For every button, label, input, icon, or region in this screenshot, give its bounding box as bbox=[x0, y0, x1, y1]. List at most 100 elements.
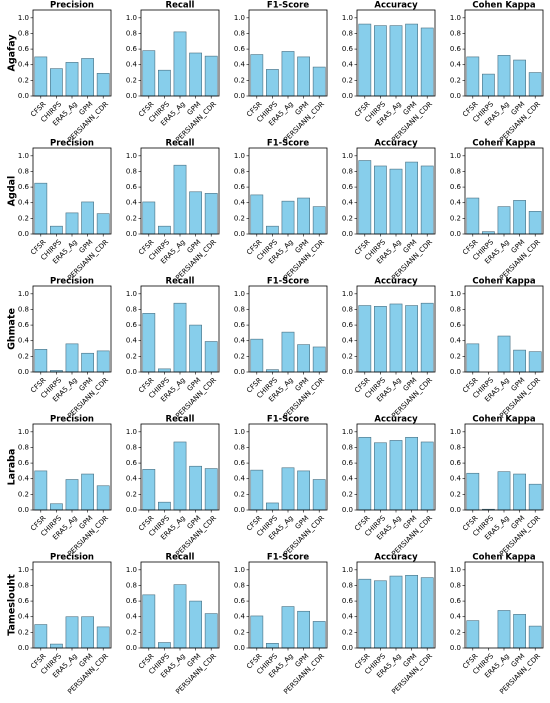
bar-gpm bbox=[297, 610, 310, 649]
bar-cfsr bbox=[142, 201, 156, 235]
y-tick-label: 0.2 bbox=[234, 628, 245, 636]
y-tick-label: 0.2 bbox=[342, 352, 353, 360]
y-tick-label: 0.6 bbox=[126, 45, 138, 53]
bar-gpm bbox=[405, 161, 418, 235]
y-tick-label: 0.8 bbox=[18, 443, 29, 451]
bar-era5-ag bbox=[173, 584, 187, 649]
bar-gpm bbox=[81, 352, 94, 373]
y-tick-label: 0.8 bbox=[450, 305, 461, 313]
y-tick-label: 0.2 bbox=[126, 628, 137, 636]
bar-gpm bbox=[81, 616, 94, 649]
y-tick-label: 0.2 bbox=[126, 76, 137, 84]
site-label-agdal: Agdal bbox=[7, 176, 18, 207]
y-tick-label: 1.0 bbox=[126, 428, 137, 436]
bar-era5-ag bbox=[173, 164, 187, 235]
y-tick-label: 0.0 bbox=[450, 230, 461, 238]
bar-cfsr bbox=[250, 54, 264, 97]
panel-title: Recall bbox=[166, 1, 195, 11]
y-tick-label: 0.8 bbox=[342, 305, 353, 313]
y-tick-label: 1.0 bbox=[342, 428, 353, 436]
bar-chirps bbox=[158, 642, 171, 649]
y-tick-label: 0.2 bbox=[450, 628, 461, 636]
y-tick-label: 0.6 bbox=[234, 459, 246, 467]
bar-era5-ag bbox=[281, 467, 295, 511]
panel-title: F1-Score bbox=[267, 277, 309, 287]
panel-agafay-cohen-kappa: Cohen Kappa0.00.20.40.60.81.0CFSRCHIRPSE… bbox=[450, 1, 544, 144]
panel-title: Precision bbox=[50, 1, 94, 11]
panel-title: Cohen Kappa bbox=[472, 277, 535, 287]
panel-agdal-f1-score: F1-Score0.00.20.40.60.81.0CFSRCHIRPSERA5… bbox=[234, 139, 328, 282]
bar-persiann-cdr bbox=[204, 55, 218, 97]
y-tick-label: 0.6 bbox=[126, 183, 138, 191]
bar-chirps bbox=[50, 68, 63, 97]
y-tick-label: 1.0 bbox=[450, 14, 461, 22]
y-tick-label: 0.0 bbox=[18, 506, 29, 514]
y-tick-label: 0.8 bbox=[450, 167, 461, 175]
y-tick-label: 0.6 bbox=[126, 597, 138, 605]
bar-gpm bbox=[297, 470, 310, 511]
y-tick-label: 0.8 bbox=[450, 581, 461, 589]
bar-era5-ag bbox=[497, 55, 511, 97]
bar-era5-ag bbox=[281, 200, 295, 235]
panel-title: Accuracy bbox=[374, 1, 418, 11]
y-tick-label: 0.0 bbox=[450, 92, 461, 100]
panel-tameslouht-precision: Precision0.00.20.40.60.81.0CFSRCHIRPSERA… bbox=[18, 553, 112, 696]
panel-title: Cohen Kappa bbox=[472, 139, 535, 149]
y-tick-label: 0.6 bbox=[18, 459, 30, 467]
y-tick-label: 1.0 bbox=[342, 566, 353, 574]
panel-title: Precision bbox=[50, 139, 94, 149]
y-tick-label: 0.4 bbox=[450, 475, 462, 483]
y-tick-label: 0.2 bbox=[342, 628, 353, 636]
bar-chirps bbox=[374, 25, 387, 97]
bar-persiann-cdr bbox=[420, 165, 434, 235]
y-tick-label: 0.0 bbox=[18, 92, 29, 100]
y-tick-label: 1.0 bbox=[18, 290, 29, 298]
bar-chirps bbox=[158, 501, 171, 511]
site-label-tameslouht: Tameslouht bbox=[7, 574, 18, 636]
bar-persiann-cdr bbox=[420, 302, 434, 373]
y-tick-label: 0.6 bbox=[450, 597, 462, 605]
y-tick-label: 1.0 bbox=[18, 14, 29, 22]
bar-gpm bbox=[405, 436, 418, 511]
bar-persiann-cdr bbox=[312, 346, 326, 373]
bar-gpm bbox=[297, 197, 310, 235]
y-tick-label: 0.8 bbox=[126, 29, 137, 37]
bar-cfsr bbox=[466, 56, 480, 97]
site-label-ghmate: Ghmate bbox=[7, 308, 18, 350]
bar-cfsr bbox=[358, 160, 372, 235]
y-tick-label: 0.0 bbox=[342, 644, 353, 652]
y-tick-label: 0.4 bbox=[234, 475, 246, 483]
y-tick-label: 0.4 bbox=[450, 613, 462, 621]
y-tick-label: 0.8 bbox=[450, 443, 461, 451]
y-tick-label: 0.2 bbox=[126, 490, 137, 498]
y-tick-label: 0.0 bbox=[450, 506, 461, 514]
panel-title: Accuracy bbox=[374, 139, 418, 149]
bar-cfsr bbox=[466, 197, 480, 235]
bar-gpm bbox=[81, 473, 94, 511]
y-tick-label: 0.0 bbox=[18, 368, 29, 376]
y-tick-label: 0.6 bbox=[450, 459, 462, 467]
y-tick-label: 0.8 bbox=[342, 581, 353, 589]
bar-cfsr bbox=[250, 615, 264, 649]
y-tick-label: 0.2 bbox=[234, 214, 245, 222]
panel-laraba-f1-score: F1-Score0.00.20.40.60.81.0CFSRCHIRPSERA5… bbox=[234, 415, 328, 558]
y-tick-label: 0.4 bbox=[18, 337, 30, 345]
site-label-agafay: Agafay bbox=[7, 34, 18, 72]
y-tick-label: 0.6 bbox=[342, 459, 354, 467]
y-tick-label: 0.4 bbox=[126, 475, 138, 483]
panel-title: Accuracy bbox=[374, 277, 418, 287]
panel-title: F1-Score bbox=[267, 553, 309, 563]
bar-chirps bbox=[158, 69, 171, 97]
y-tick-label: 0.2 bbox=[450, 76, 461, 84]
y-tick-label: 0.0 bbox=[342, 368, 353, 376]
bar-chirps bbox=[374, 442, 387, 511]
y-tick-label: 0.0 bbox=[234, 644, 245, 652]
bar-persiann-cdr bbox=[204, 468, 218, 511]
bar-persiann-cdr bbox=[528, 211, 542, 235]
y-tick-label: 0.8 bbox=[126, 581, 137, 589]
y-tick-label: 0.6 bbox=[234, 45, 246, 53]
y-tick-label: 0.6 bbox=[342, 45, 354, 53]
y-tick-label: 0.2 bbox=[450, 490, 461, 498]
bar-gpm bbox=[297, 344, 310, 373]
